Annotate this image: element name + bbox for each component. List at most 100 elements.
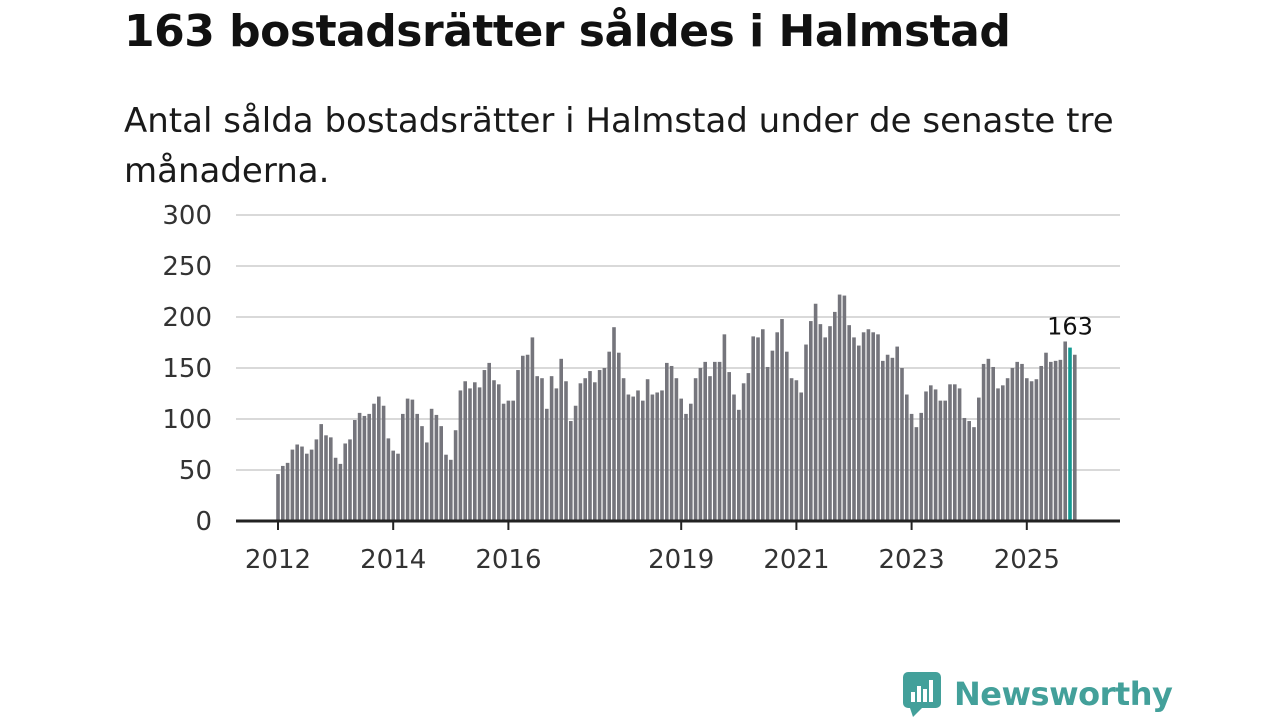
bar: [665, 362, 669, 521]
bar: [770, 350, 775, 521]
bar: [401, 413, 405, 521]
bar: [348, 439, 352, 521]
bar: [367, 413, 371, 521]
bar: [645, 379, 650, 521]
bar: [386, 438, 391, 521]
bar: [439, 426, 443, 521]
bar: [852, 337, 856, 521]
bar: [746, 373, 751, 521]
bar: [669, 365, 674, 521]
y-tick-label: 250: [162, 252, 212, 282]
bar: [621, 378, 626, 521]
bar: [549, 376, 554, 521]
bar: [986, 358, 991, 521]
bar: [319, 424, 323, 521]
bar: [693, 378, 698, 521]
y-tick-label: 50: [179, 456, 212, 486]
bar: [991, 366, 995, 521]
bar: [996, 388, 1000, 521]
bar: [756, 337, 760, 521]
bar: [492, 380, 496, 521]
bar: [329, 437, 333, 521]
bar: [943, 400, 947, 521]
bar: [780, 319, 784, 521]
y-tick-label: 200: [162, 303, 212, 333]
bar: [545, 408, 549, 521]
bar: [612, 327, 616, 521]
bar: [660, 390, 664, 521]
bar: [708, 376, 712, 521]
bar: [540, 378, 544, 521]
bar: [881, 360, 885, 521]
bar: [501, 403, 506, 521]
bar: [597, 370, 602, 521]
bar: [281, 465, 285, 521]
bar: [650, 394, 655, 521]
chart-title: 163 bostadsrätter såldes i Halmstad: [124, 6, 1011, 57]
x-tick-label: 2019: [648, 545, 714, 575]
bar: [703, 361, 707, 521]
bar: [655, 392, 659, 521]
bar: [626, 394, 631, 521]
highlight-bar: [1068, 347, 1072, 521]
bar: [535, 376, 539, 521]
bar: [833, 311, 837, 521]
bar: [578, 383, 583, 521]
bar: [1001, 385, 1005, 521]
bar: [871, 332, 875, 521]
bar: [290, 449, 295, 521]
y-tick-label: 150: [162, 354, 212, 384]
bar: [506, 400, 511, 521]
bar: [593, 382, 597, 521]
bar: [573, 405, 578, 521]
bar: [1044, 352, 1048, 521]
bar: [866, 329, 871, 521]
bar: [353, 420, 357, 521]
bar: [338, 463, 343, 521]
bar: [449, 459, 453, 521]
bar: [914, 427, 919, 521]
bar: [957, 388, 962, 521]
bar: [799, 392, 803, 521]
brand-name: Newsworthy: [954, 675, 1173, 713]
bar: [785, 351, 789, 521]
x-tick-label: 2016: [475, 545, 541, 575]
bar: [525, 354, 530, 521]
bar: [972, 427, 976, 521]
bar: [324, 435, 328, 521]
bar: [813, 303, 818, 521]
bar: [285, 462, 290, 521]
bar: [391, 450, 395, 521]
bar: [919, 412, 923, 521]
bar: [794, 380, 799, 521]
bar: [300, 446, 304, 521]
bar: [276, 474, 280, 521]
bar: [420, 426, 424, 521]
bar: [429, 408, 434, 521]
chart-subtitle: Antal sålda bostadsrätter i Halmstad und…: [124, 101, 1114, 191]
bar: [861, 332, 866, 521]
bar: [775, 332, 779, 521]
bar: [415, 413, 419, 521]
bar: [458, 390, 463, 521]
bar: [981, 363, 986, 521]
bar: [305, 453, 309, 521]
bar: [828, 326, 832, 521]
bar: [405, 398, 410, 521]
bar: [751, 336, 755, 521]
bar: [631, 396, 635, 521]
bar: [1034, 379, 1039, 521]
bar: [737, 409, 741, 521]
bar: [1025, 378, 1029, 521]
bar: [564, 381, 568, 521]
bar: [938, 400, 943, 521]
bar: [933, 389, 938, 521]
bar: [679, 398, 683, 521]
y-tick-label: 100: [162, 405, 212, 435]
bar-chart: 0 50 100 150 200 250 300 2012 2014 2016 2019 2021 20…: [162, 201, 1120, 575]
bar: [804, 344, 808, 521]
bar: [444, 454, 448, 521]
bar: [425, 442, 429, 521]
bar: [295, 444, 299, 521]
bar: [929, 385, 933, 521]
